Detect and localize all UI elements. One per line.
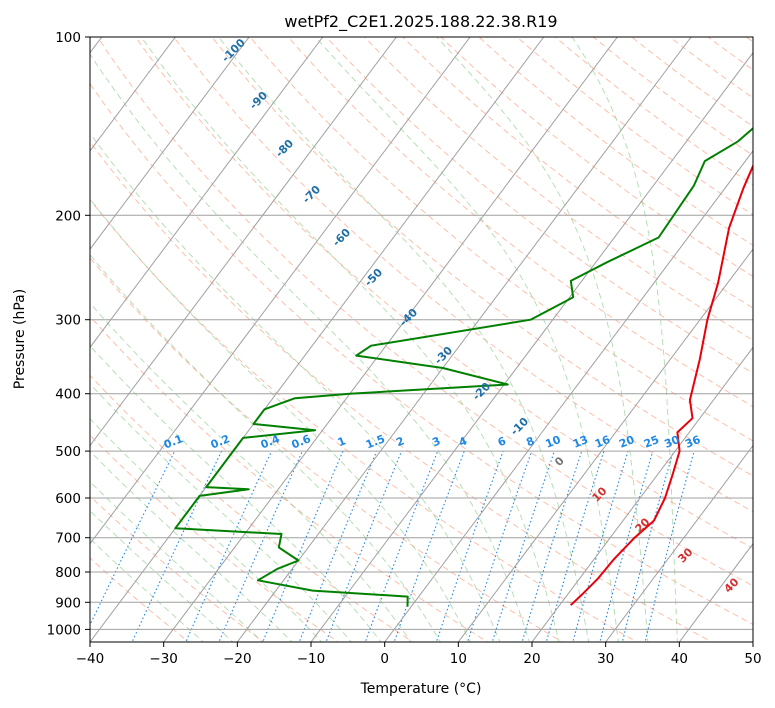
x-tick-label: 10 [450,651,467,667]
mixing-ratio-label: 25 [642,433,661,451]
y-axis-label: Pressure (hPa) [12,289,28,389]
x-tick-label: 20 [523,651,540,667]
y-tick-label: 800 [55,565,81,581]
mixing-ratio-line [599,450,654,642]
mixing-ratio-label: 20 [617,433,636,451]
isotherm-line [531,346,753,642]
isotherm-line [605,444,753,642]
mixing-ratio-label: 30 [662,433,681,451]
dry-adiabat [90,315,489,642]
y-tick-label: 600 [55,491,81,507]
moist-adiabat [90,418,323,642]
x-tick-label: −20 [223,651,252,667]
isotherm-line [90,37,324,349]
y-tick-label: 100 [55,30,81,46]
mixing-ratio-line [521,450,583,642]
temperature-line [570,163,753,606]
x-tick-label: 40 [671,651,688,667]
mixing-ratio-label: 16 [593,433,612,451]
mixing-ratio-line [393,450,465,642]
y-tick-label: 900 [55,595,81,611]
isotherm-line [457,248,753,642]
y-tick-label: 400 [55,387,81,403]
dewpoint-line [174,127,753,607]
isotherm-line [90,37,545,642]
isotherm-line [90,37,471,545]
dry-adiabat [173,37,753,513]
isotherm-line [90,37,176,152]
dry-adiabat [249,37,753,442]
x-tick-label: 0 [380,651,389,667]
mixing-ratio-label: 3 [430,434,442,449]
y-tick-label: 700 [55,531,81,547]
mixing-ratio-label: 1 [336,434,348,449]
mixing-ratio-line [364,450,439,642]
y-axis: 100 200 300 400 500 600 700 800 900 1000 [47,30,90,638]
dry-adiabat [402,37,753,309]
isotherm-line [310,51,753,642]
isotherm-line [384,150,753,642]
chart-title: wetPf2_C2E1.2025.188.22.38.R19 [284,12,557,32]
x-tick-label: −10 [297,651,326,667]
isotherm-line [90,37,250,250]
y-tick-label: 500 [55,444,81,460]
profile-lines [174,127,753,607]
x-tick-label: −40 [76,651,105,667]
mixing-ratio-label: 13 [571,433,590,451]
grid-lines [90,37,753,642]
moist-adiabat [90,254,441,642]
y-tick-label: 1000 [47,622,81,638]
mixing-ratio-line [545,450,605,642]
mixing-ratio-line [572,450,629,642]
mixing-ratio-label: 10 [544,433,563,451]
mixing-ratio-line [621,450,674,642]
mixing-ratio-line [491,450,555,642]
x-axis-label: Temperature (°C) [360,681,482,697]
dry-adiabat [96,37,753,587]
x-tick-label: 30 [597,651,614,667]
mixing-ratio-line [644,450,695,642]
mixing-ratio-line [325,450,403,642]
isotherm-line [90,37,397,447]
mixing-ratio-label: 2 [394,434,406,449]
dry-adiabat [90,141,713,642]
moist-adiabat [90,383,352,642]
y-tick-label: 200 [55,208,81,224]
mixing-ratio-line [298,450,378,642]
mixing-ratio-label: 8 [524,434,536,449]
mixing-ratio-line [435,450,504,642]
dry-adiabat [135,37,753,549]
x-tick-label: 50 [744,651,761,667]
dry-adiabat [211,37,753,477]
y-tick-label: 300 [55,313,81,329]
plot-frame [89,36,754,643]
x-tick-label: −30 [149,651,178,667]
isotherm-line [163,37,618,642]
x-axis: −40 −30 −20 −10 0 10 20 30 40 50 [76,642,762,667]
dry-adiabat [90,83,753,625]
mixing-ratio-label: 36 [683,433,702,451]
isotherm-line [236,37,692,642]
